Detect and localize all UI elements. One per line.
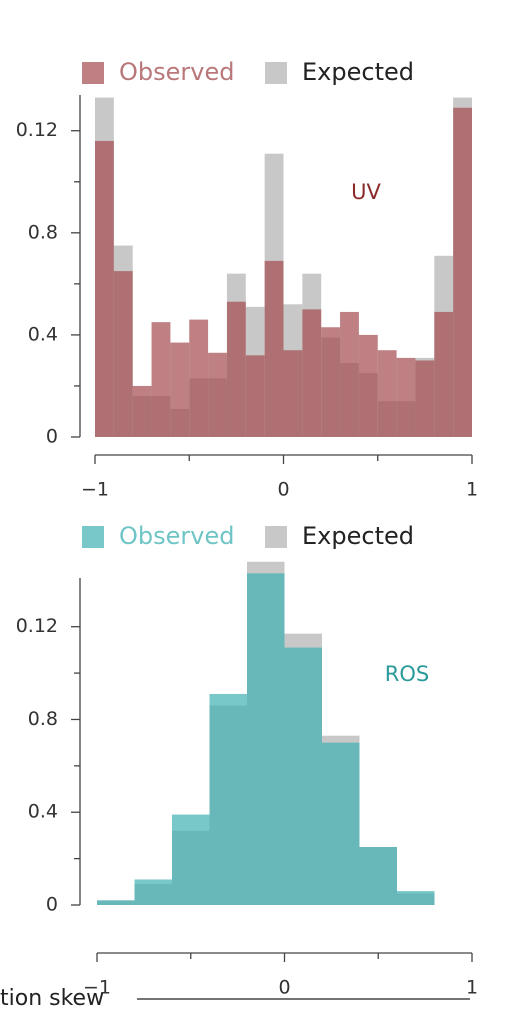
histogram-bar <box>284 647 322 905</box>
histogram-bar <box>132 385 152 437</box>
histogram-bar <box>397 891 435 905</box>
histogram-bar <box>264 260 284 437</box>
x-axis-label: tion skew <box>0 986 104 1011</box>
histogram-bar <box>302 309 322 437</box>
legend-swatch <box>82 526 104 548</box>
legend-swatch <box>82 62 104 84</box>
legend-label: Expected <box>302 58 414 86</box>
y-tick-label: 0 <box>46 894 58 916</box>
y-tick-label: 0.4 <box>28 323 58 345</box>
x-tick-label: 1 <box>466 977 478 999</box>
histogram-bar <box>396 357 416 437</box>
annotation: ROS <box>385 662 429 686</box>
histogram-bar <box>189 319 209 437</box>
histogram-bar <box>95 140 114 437</box>
histogram-bar <box>453 107 472 437</box>
histogram-bar <box>283 350 303 437</box>
annotation: UV <box>351 180 381 204</box>
histogram-bar <box>340 311 359 437</box>
histogram-bar <box>113 271 133 437</box>
legend-label: Observed <box>119 522 234 550</box>
histogram-bar <box>247 573 285 905</box>
histogram-bar <box>322 742 360 905</box>
histogram-bar <box>209 693 247 905</box>
y-tick-label: 0.12 <box>16 119 58 141</box>
y-tick-label: 0.4 <box>28 801 58 823</box>
x-tick-label: −1 <box>81 479 109 501</box>
histogram-bar <box>208 352 227 437</box>
y-tick-label: 0 <box>46 426 58 448</box>
x-tick-label: 1 <box>466 479 478 501</box>
x-tick-label: 0 <box>277 479 289 501</box>
histogram-bar <box>151 322 171 437</box>
histogram-bar <box>358 334 378 437</box>
histogram-bar <box>415 360 435 437</box>
histogram-bar <box>97 900 135 905</box>
histogram-bar <box>377 350 397 437</box>
histogram-bar <box>321 327 341 437</box>
y-tick-label: 0.8 <box>28 221 58 243</box>
y-tick-label: 0.8 <box>28 708 58 730</box>
histogram-bar <box>434 311 454 437</box>
x-tick-label: −1 <box>83 977 111 999</box>
legend-swatch <box>265 62 287 84</box>
histogram-bar <box>172 814 210 905</box>
legend-swatch <box>265 526 287 548</box>
legend-label: Expected <box>302 522 414 550</box>
legend-label: Observed <box>119 58 234 86</box>
histogram-bar <box>245 355 265 437</box>
histogram-bar <box>170 342 190 437</box>
histogram-bar <box>134 879 172 905</box>
y-tick-label: 0.12 <box>16 615 58 637</box>
histogram-bar <box>359 847 397 905</box>
histogram-bar <box>226 301 246 437</box>
x-tick-label: 0 <box>278 977 290 999</box>
